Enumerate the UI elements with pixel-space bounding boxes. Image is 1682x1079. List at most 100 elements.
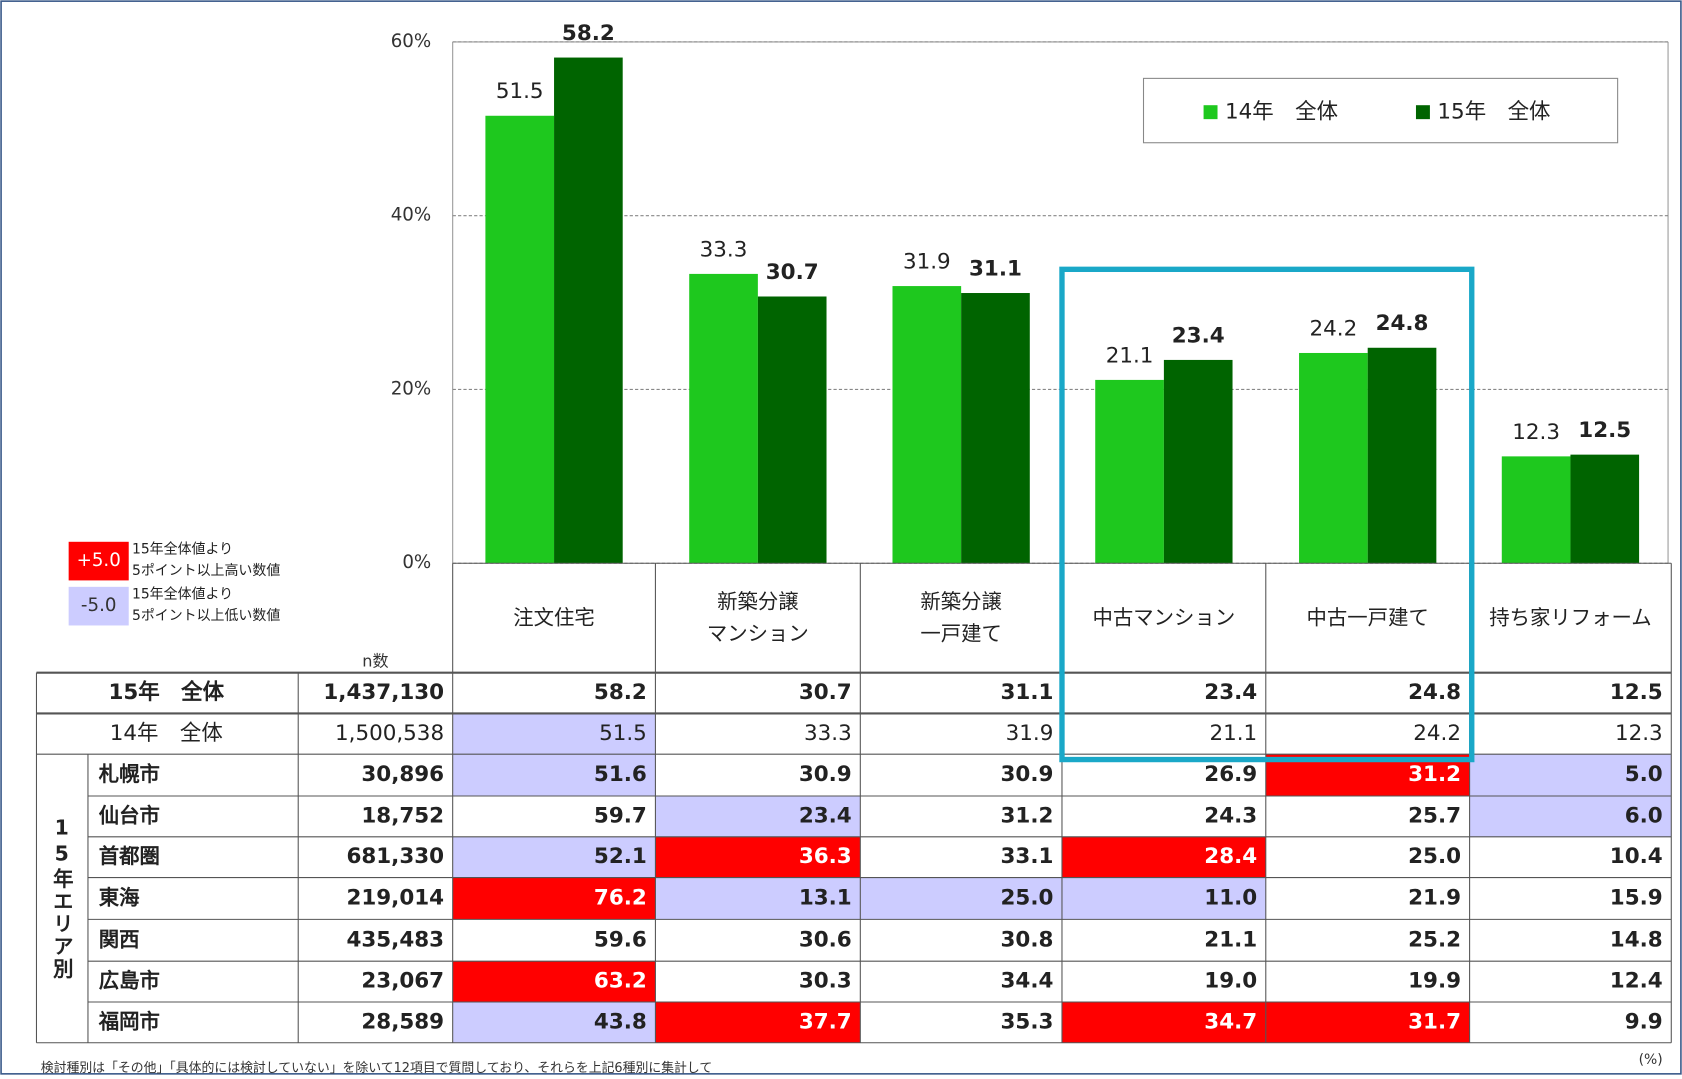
cell-value: 31.9 (1006, 721, 1054, 746)
cell-value: 63.2 (594, 969, 647, 994)
cell-value: 31.2 (1408, 762, 1461, 787)
cell-value: 30.9 (1000, 762, 1053, 787)
cell-highlight (452, 961, 656, 1002)
bar (1163, 359, 1233, 564)
cell-value: 30.6 (799, 927, 852, 952)
cell-value: 59.6 (594, 927, 647, 952)
cell-value: 12.3 (1615, 721, 1663, 746)
cell-value: 14.8 (1610, 927, 1663, 952)
y-tick-label: 20% (391, 378, 432, 399)
bar (1501, 456, 1571, 564)
value-label: 21.1 (1106, 343, 1154, 368)
y-tick-label: 40% (391, 205, 432, 226)
cell-highlight (452, 713, 656, 755)
cell-value: 30.7 (799, 680, 852, 705)
category-label-box: 新築分譲 一戸建て (920, 590, 1002, 646)
highlight-sample-label: -5.0 (81, 595, 117, 616)
cell-value: 35.3 (1000, 1009, 1053, 1034)
row-label: 首都圏 (99, 844, 160, 868)
row-label: 14年 全体 (110, 721, 223, 746)
cell-value: 30.9 (799, 762, 852, 787)
highlight-sample (68, 586, 129, 626)
value-label: 12.3 (1512, 420, 1560, 445)
cell-value: 25.2 (1408, 927, 1461, 952)
y-tick-label: 0% (402, 552, 431, 573)
row-label: 関西 (99, 927, 140, 951)
cell-value: 11.0 (1204, 885, 1257, 910)
bar (757, 296, 827, 564)
cell-value: 34.7 (1204, 1009, 1257, 1034)
cell-value: 58.2 (594, 680, 647, 705)
row-label: 15年 全体 (108, 679, 224, 705)
cell-value: 12.5 (1610, 680, 1663, 705)
cell-value: 5.0 (1625, 762, 1663, 787)
cell-value: 26.9 (1204, 762, 1257, 787)
value-label: 30.7 (766, 260, 819, 285)
cell-highlight (1469, 754, 1672, 797)
n-value: 23,067 (361, 969, 444, 994)
n-value: 219,014 (346, 885, 444, 910)
value-label: 24.2 (1310, 316, 1358, 341)
cell-highlight (655, 796, 861, 837)
highlight-text: 15年全体値より 5ポイント以上高い数値 (131, 541, 281, 580)
group-label: 15年エリア別 (49, 816, 74, 981)
n-value: 30,896 (361, 762, 444, 787)
highlight-sample-label: +5.0 (77, 550, 121, 571)
cell-value: 15.9 (1610, 885, 1663, 910)
cell-value: 13.1 (799, 885, 852, 910)
y-tick-label: 60% (391, 31, 432, 52)
value-label: 24.8 (1376, 311, 1429, 336)
cell-value: 21.1 (1209, 721, 1257, 746)
category-label: 注文住宅 (513, 606, 595, 630)
category-label-box: 中古マンション (1092, 606, 1236, 630)
category-label-box: 中古一戸建て (1306, 606, 1429, 630)
cell-value: 36.3 (799, 844, 852, 869)
cell-value: 30.8 (1000, 927, 1053, 952)
n-value: 435,483 (346, 927, 444, 952)
cell-highlight (655, 877, 861, 920)
cell-value: 76.2 (594, 885, 647, 910)
legend-label: 15年 全体 (1437, 100, 1550, 125)
bar (485, 115, 555, 564)
legend-swatch (1203, 105, 1218, 120)
cell-value: 19.9 (1408, 969, 1461, 994)
n-header: n数 (362, 651, 388, 670)
cell-value: 30.3 (799, 969, 852, 994)
cell-value: 24.3 (1204, 803, 1257, 828)
legend-swatch (1415, 105, 1430, 120)
bar (1095, 379, 1164, 564)
value-label: 33.3 (700, 237, 748, 262)
category-label: 中古マンション (1092, 606, 1236, 630)
value-label: 12.5 (1578, 418, 1631, 443)
cell-value: 33.3 (804, 721, 852, 746)
cell-value: 51.5 (599, 721, 647, 746)
category-label: 新築分譲 マンション (706, 590, 809, 646)
cell-value: 31.2 (1000, 803, 1053, 828)
value-label: 23.4 (1172, 323, 1225, 348)
cell-value: 25.0 (1408, 844, 1461, 869)
row-label: 東海 (99, 885, 140, 909)
row-label: 福岡市 (98, 1009, 160, 1033)
cell-highlight (1469, 796, 1672, 837)
cell-value: 51.6 (594, 762, 647, 787)
category-label-box: 持ち家リフォーム (1489, 606, 1651, 630)
cell-value: 6.0 (1625, 803, 1663, 828)
cell-value: 52.1 (594, 844, 647, 869)
n-value: 18,752 (361, 803, 444, 828)
cell-value: 23.4 (1204, 680, 1257, 705)
row-label: 札幌市 (98, 762, 160, 786)
highlight-text-box: 15年全体値より 5ポイント以上低い数値 (132, 587, 280, 625)
cell-value: 37.7 (799, 1009, 852, 1034)
bar (1570, 454, 1640, 564)
value-label: 31.9 (903, 249, 951, 274)
cell-value: 25.7 (1408, 803, 1461, 828)
category-label: 中古一戸建て (1306, 606, 1429, 630)
unit-label: (%) (1639, 1052, 1663, 1068)
category-label-box: 新築分譲 マンション (706, 590, 809, 646)
cell-highlight (860, 877, 1062, 920)
highlight-text-box: 15年全体値より 5ポイント以上高い数値 (131, 541, 281, 580)
cell-value: 31.1 (1000, 680, 1053, 705)
cell-highlight (655, 836, 861, 878)
n-value: 1,500,538 (335, 721, 444, 746)
